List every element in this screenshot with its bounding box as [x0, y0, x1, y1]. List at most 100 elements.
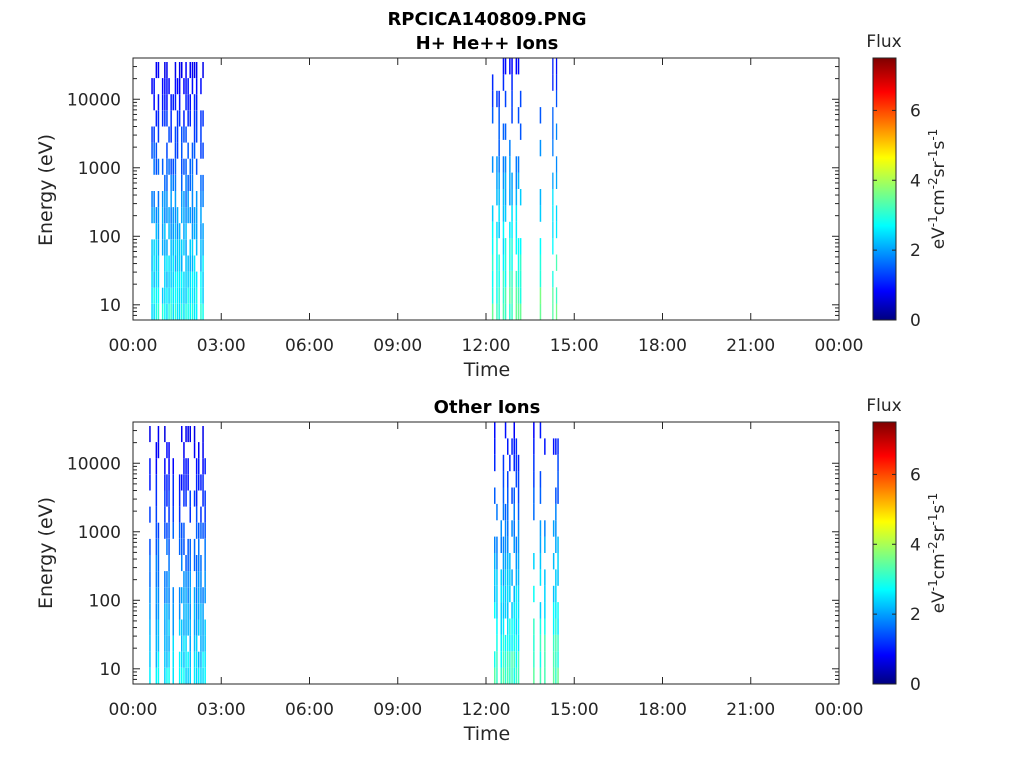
figure-title: RPCICA140809.PNG — [387, 9, 586, 30]
spectrogram-cell — [515, 270, 518, 288]
spectrogram-cell — [187, 619, 189, 636]
spectrogram-cell — [200, 651, 202, 668]
spectrogram-cell — [498, 189, 500, 206]
spectrogram-cell — [200, 571, 202, 588]
spectrogram-cell — [498, 254, 500, 271]
spectrogram-cell — [509, 238, 511, 255]
x-tick-label: 06:00 — [285, 336, 334, 356]
spectrogram-cell — [507, 503, 509, 521]
spectrogram-cell — [552, 221, 554, 239]
spectrogram-cell — [195, 490, 198, 507]
spectrogram-cell — [511, 634, 513, 652]
spectrogram-cell — [204, 667, 206, 684]
spectrogram-cell — [170, 94, 172, 111]
spectrogram-cell — [557, 569, 559, 586]
spectrogram-cell — [509, 139, 511, 157]
spectrogram-cell — [195, 506, 198, 523]
spectrogram-cell — [189, 587, 191, 604]
spectrogram-cell — [502, 303, 505, 320]
spectrogram-cell — [170, 303, 172, 320]
spectrogram-cell — [193, 667, 196, 684]
spectrogram-cell — [555, 503, 557, 521]
colorbar-tick-label: 0 — [910, 311, 921, 331]
spectrogram-cell — [157, 426, 160, 443]
spectrogram-cell — [172, 619, 174, 636]
spectrogram-cell — [552, 602, 555, 619]
spectrogram-cell — [195, 239, 198, 256]
spectrogram-cell — [200, 587, 202, 604]
spectrogram-cell — [168, 587, 170, 604]
spectrogram-cell — [181, 174, 183, 191]
spectrogram-cell — [509, 618, 511, 635]
spectrogram-cell — [170, 255, 172, 272]
spectrogram-cell — [515, 205, 518, 222]
spectrogram-cell — [164, 303, 166, 320]
spectrogram-cell — [172, 255, 174, 272]
spectrogram-cell — [189, 239, 191, 256]
spectrogram-cell — [164, 474, 166, 491]
spectrogram-cell — [519, 303, 522, 320]
spectrogram-cell — [189, 667, 191, 684]
spectrogram-cell — [507, 438, 509, 455]
x-tick-label: 09:00 — [373, 700, 422, 720]
spectrogram-cell — [185, 426, 187, 443]
colorbar-title: Flux — [866, 32, 901, 52]
spectrogram-cell — [202, 271, 204, 288]
spectrogram-cell — [151, 78, 153, 95]
spectrogram-cell — [200, 271, 202, 288]
spectrogram-cell — [517, 536, 520, 553]
spectrogram-cell — [174, 78, 177, 95]
spectrogram-cell — [504, 422, 507, 439]
spectrogram-cell — [555, 487, 557, 504]
spectrogram-cell — [166, 255, 168, 272]
spectrogram-cell — [502, 536, 505, 553]
y-tick-label: 10000 — [67, 90, 121, 110]
spectrogram-cell — [195, 191, 198, 208]
spectrogram-cell — [187, 603, 189, 620]
spectrogram-cell — [533, 487, 535, 504]
spectrogram-cell — [517, 270, 520, 288]
spectrogram-cell — [500, 634, 502, 652]
spectrogram-cell — [491, 74, 494, 91]
spectrogram-cell — [178, 62, 181, 79]
spectrogram-cell — [509, 287, 511, 304]
spectrogram-cell — [504, 503, 507, 521]
spectrogram-cell — [176, 303, 179, 320]
spectrogram-cell — [496, 667, 498, 684]
spectrogram-cell — [155, 651, 158, 668]
spectrogram-cell — [513, 618, 515, 635]
spectrogram-cell — [544, 585, 546, 603]
spectrogram-cell — [517, 238, 520, 255]
spectrogram-cell — [539, 238, 542, 255]
spectrogram-cell — [193, 142, 196, 159]
spectrogram-cell — [157, 587, 160, 604]
spectrogram-cell — [155, 142, 158, 159]
spectrogram-cell — [202, 587, 204, 604]
spectrogram-cell — [185, 78, 187, 95]
spectrogram-cell — [544, 520, 546, 537]
spectrogram-cell — [187, 287, 189, 304]
spectrogram-cell — [202, 191, 204, 208]
spectrogram-cell — [555, 634, 557, 652]
spectrogram-cell — [507, 471, 509, 488]
spectrogram-cell — [166, 442, 168, 459]
spectrogram-cell — [170, 287, 172, 304]
spectrogram-cell — [544, 536, 546, 553]
spectrogram-cell — [166, 239, 168, 256]
spectrogram-cell — [181, 651, 183, 668]
spectrogram-cell — [155, 442, 158, 459]
spectrogram-cell — [174, 303, 177, 320]
spectrogram-cell — [168, 571, 170, 588]
spectrogram-cell — [509, 634, 511, 652]
spectrogram-cell — [517, 156, 520, 173]
spectrogram-cell — [494, 667, 496, 684]
spectrogram-cell — [178, 490, 181, 507]
spectrogram-cell — [149, 651, 151, 668]
x-tick-label: 00:00 — [109, 336, 158, 356]
spectrogram-cell — [183, 587, 185, 604]
y-tick-label: 100 — [89, 227, 121, 247]
spectrogram-cell — [533, 634, 535, 652]
spectrogram-cell — [195, 587, 198, 604]
x-axis-label: Time — [463, 359, 511, 381]
spectrogram-cell — [166, 271, 168, 288]
